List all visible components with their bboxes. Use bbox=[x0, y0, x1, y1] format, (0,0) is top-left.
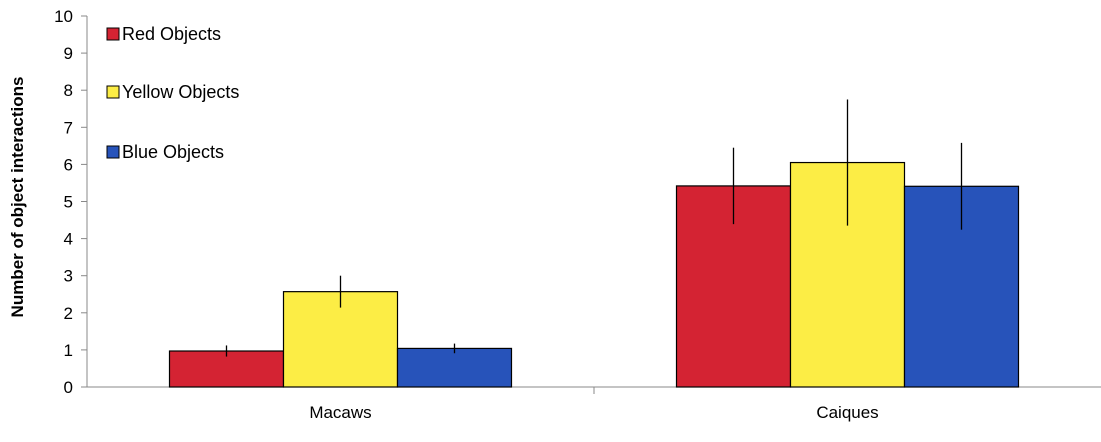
y-tick-label: 5 bbox=[64, 193, 73, 212]
y-tick-label: 2 bbox=[64, 304, 73, 323]
error-bars bbox=[225, 99, 963, 357]
y-tick-label: 9 bbox=[64, 44, 73, 63]
y-ticks: 0 1 2 3 4 5 6 7 8 9 10 bbox=[54, 7, 87, 397]
legend-label: Red Objects bbox=[122, 24, 221, 44]
legend-swatch bbox=[106, 85, 120, 99]
y-tick-label: 1 bbox=[64, 341, 73, 360]
y-tick-label: 7 bbox=[64, 118, 73, 137]
y-tick-label: 6 bbox=[64, 155, 73, 174]
x-category-label: Caiques bbox=[816, 403, 878, 422]
legend-swatch bbox=[106, 145, 120, 159]
legend-swatch bbox=[106, 27, 120, 41]
category-labels: Macaws Caiques bbox=[309, 403, 878, 422]
y-axis-title: Number of object interactions bbox=[8, 77, 27, 318]
bars bbox=[168, 161, 1020, 388]
bar-blue-objects-macaws bbox=[396, 347, 513, 388]
y-tick-label: 10 bbox=[54, 7, 73, 26]
y-tick-label: 3 bbox=[64, 267, 73, 286]
y-tick-label: 4 bbox=[64, 230, 73, 249]
legend: Red Objects Yellow Objects Blue Objects bbox=[106, 24, 239, 162]
x-category-label: Macaws bbox=[309, 403, 371, 422]
legend-label: Blue Objects bbox=[122, 142, 224, 162]
y-tick-label: 8 bbox=[64, 81, 73, 100]
y-tick-label: 0 bbox=[64, 378, 73, 397]
legend-label: Yellow Objects bbox=[122, 82, 239, 102]
